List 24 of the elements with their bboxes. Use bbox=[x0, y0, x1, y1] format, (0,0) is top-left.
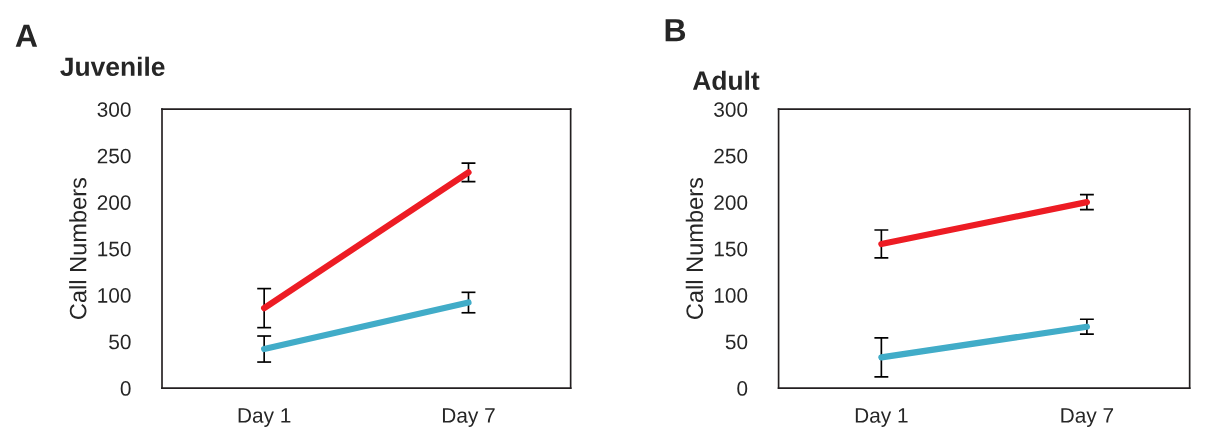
y-tick-label: 100 bbox=[98, 288, 131, 303]
y-tick-label: 200 bbox=[714, 195, 748, 210]
y-axis-title: Call Numbers bbox=[69, 177, 87, 319]
chart-title: Juvenile bbox=[60, 56, 165, 77]
y-tick-label: 0 bbox=[120, 381, 131, 396]
text: A bbox=[15, 24, 38, 47]
text: B bbox=[665, 19, 686, 42]
x-tick-label: Day 1 bbox=[238, 408, 291, 427]
y-tick-label: 300 bbox=[97, 102, 131, 117]
y-tick-label: 150 bbox=[98, 241, 131, 257]
y-tick-label: 250 bbox=[97, 148, 131, 164]
y-tick-label: 200 bbox=[97, 195, 131, 210]
y-axis-title: Call Numbers bbox=[685, 177, 704, 319]
y-tick-label: 100 bbox=[714, 288, 748, 303]
chart-title: Adult bbox=[692, 70, 760, 91]
x-tick-label: Day 7 bbox=[1061, 408, 1114, 427]
y-tick-label: 50 bbox=[725, 334, 748, 350]
y-tick-label: 250 bbox=[714, 148, 748, 164]
y-tick-label: 50 bbox=[109, 334, 131, 350]
x-tick-label: Day 1 bbox=[855, 408, 908, 427]
x-tick-label: Day 7 bbox=[442, 408, 495, 427]
y-tick-label: 0 bbox=[737, 381, 748, 396]
y-tick-label: 300 bbox=[714, 102, 748, 117]
y-tick-label: 150 bbox=[714, 241, 748, 257]
